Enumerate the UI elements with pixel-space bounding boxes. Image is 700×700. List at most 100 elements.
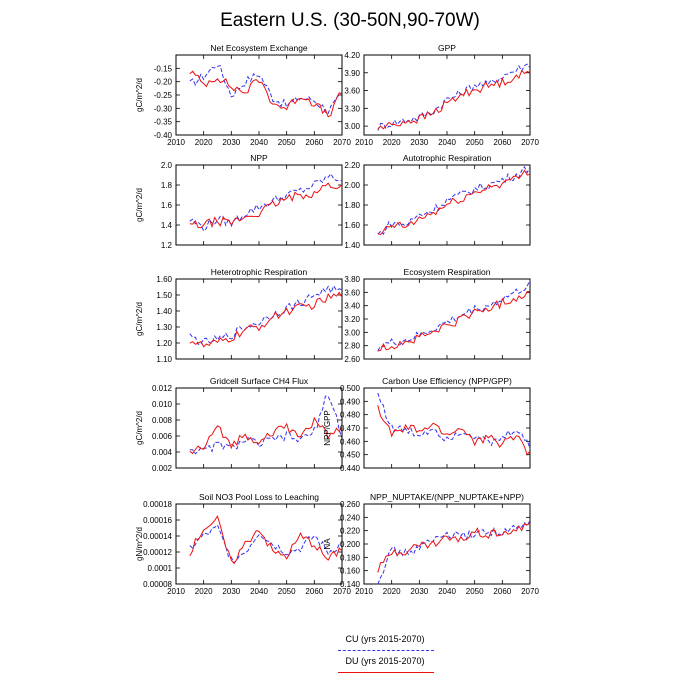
y-tick-label: 4.20 [344,51,360,60]
y-tick-label: 0.010 [152,400,173,409]
y-tick-label: 0.00008 [143,580,172,589]
legend-du: DU (yrs 2015-2070) [330,656,440,676]
y-tick-label: 0.240 [340,513,361,522]
x-tick-label: 2050 [466,587,484,596]
page-title: Eastern U.S. (30-50N,90-70W) [220,10,480,31]
series-line-du [377,290,531,352]
x-tick-label: 2070 [333,587,351,596]
plot-frame [363,387,531,469]
series-line-cu [377,165,531,235]
x-tick-label: 2020 [195,587,213,596]
y-tick-label: 1.40 [156,307,172,316]
legend-cu-line [338,650,434,651]
y-tick-label: 3.90 [344,69,360,78]
y-tick-label: 0.450 [340,451,361,460]
x-tick-label: 2030 [410,587,428,596]
plot-frame [175,387,343,469]
x-tick-label: 2030 [222,587,240,596]
y-tick-label: 1.4 [161,221,173,230]
y-tick-label: 3.40 [344,302,360,311]
x-tick-label: 2050 [278,587,296,596]
chart-6: Gridcell Surface CH4 Flux 0.002 0.004 0.006… [135,376,343,473]
y-tick-label: 0.200 [340,540,361,549]
chart-title: GPP [438,43,456,53]
y-axis-label: gC/m^2/d [135,78,144,112]
chart-3: Autotrophic Respiration 1.40 1.60 1.80 2.00 2… [344,153,531,250]
plot-frame [363,278,531,360]
x-tick-label: 2020 [383,138,401,147]
series-line-du [189,182,343,229]
chart-title: Gridcell Surface CH4 Flux [210,376,309,386]
series-line-du [189,515,343,565]
y-tick-label: 0.490 [340,397,361,406]
y-tick-label: 1.10 [156,355,172,364]
y-tick-label: 1.80 [344,201,360,210]
y-tick-label: 0.470 [340,424,361,433]
series-line-du [377,523,531,573]
chart-4: Heterotrophic Respiration 1.10 1.20 1.30 1.4… [135,267,343,364]
y-tick-label: -0.40 [154,131,173,140]
chart-5: Ecosystem Respiration 2.60 2.80 3.00 3.20 3.4… [344,267,531,364]
y-tick-label: 3.60 [344,87,360,96]
series-line-du [189,416,343,455]
y-tick-label: 0.220 [340,527,361,536]
legend-cu-label: CU (yrs 2015-2070) [345,634,425,644]
chart-9: NPP_NUPTAKE/(NPP_NUPTAKE+NPP) 0.140 0.160 0… [323,492,539,596]
chart-7: Carbon Use Efficiency (NPP/GPP) 0.440 0.45… [323,376,531,473]
y-tick-label: 0.006 [152,432,173,441]
plot-frame [175,503,343,585]
y-tick-label: 3.00 [344,122,360,131]
series-line-cu [189,64,343,115]
y-tick-label: 2.60 [344,355,360,364]
y-tick-label: 3.30 [344,104,360,113]
y-axis-label: NA [323,538,332,550]
chart-title: Soil NO3 Pool Loss to Leaching [199,492,319,502]
y-axis-label: gN/m^2/d [135,527,144,561]
y-axis-label: gC/m^2/d [135,411,144,445]
y-tick-label: 0.500 [340,384,361,393]
y-tick-label: 1.40 [344,241,360,250]
y-tick-label: 1.50 [156,291,172,300]
chart-title: Net Ecosystem Exchange [210,43,308,53]
y-tick-label: -0.30 [154,104,173,113]
y-tick-label: 0.0001 [148,564,173,573]
y-tick-label: 0.00012 [143,548,172,557]
y-axis-label: gC/m^2/d [135,302,144,336]
legend-du-label: DU (yrs 2015-2070) [345,656,425,666]
y-tick-label: 0.00016 [143,516,172,525]
x-tick-label: 2070 [521,587,539,596]
y-tick-label: 1.8 [161,181,173,190]
series-line-cu [377,520,531,585]
x-tick-label: 2060 [305,138,323,147]
y-tick-label: 0.00018 [143,500,172,509]
series-line-du [189,70,343,118]
plot-frame [175,54,343,136]
y-tick-label: 2.00 [344,181,360,190]
y-tick-label: 0.140 [340,580,361,589]
series-line-cu [377,392,531,449]
y-tick-label: -0.35 [154,118,173,127]
y-tick-label: 1.30 [156,323,172,332]
y-tick-label: 0.002 [152,464,173,473]
x-tick-label: 2060 [493,138,511,147]
y-tick-label: 0.012 [152,384,173,393]
series-line-cu [189,284,343,345]
series-line-du [377,405,531,456]
legend-du-line [338,672,434,673]
series-line-cu [377,279,531,352]
y-tick-label: 0.00014 [143,532,172,541]
y-tick-label: 3.20 [344,315,360,324]
chart-0: Net Ecosystem Exchange -0.40 -0.35 -0.30 -0.… [135,43,351,147]
y-tick-label: 0.004 [152,448,173,457]
y-tick-label: 1.20 [156,339,172,348]
x-tick-label: 2010 [167,587,185,596]
y-tick-label: 1.6 [161,201,173,210]
x-tick-label: 2030 [222,138,240,147]
plot-frame [175,278,343,360]
y-tick-label: 3.00 [344,328,360,337]
plot-frame [363,503,531,585]
y-tick-label: 2.80 [344,342,360,351]
y-tick-label: 0.008 [152,416,173,425]
x-tick-label: 2070 [521,138,539,147]
